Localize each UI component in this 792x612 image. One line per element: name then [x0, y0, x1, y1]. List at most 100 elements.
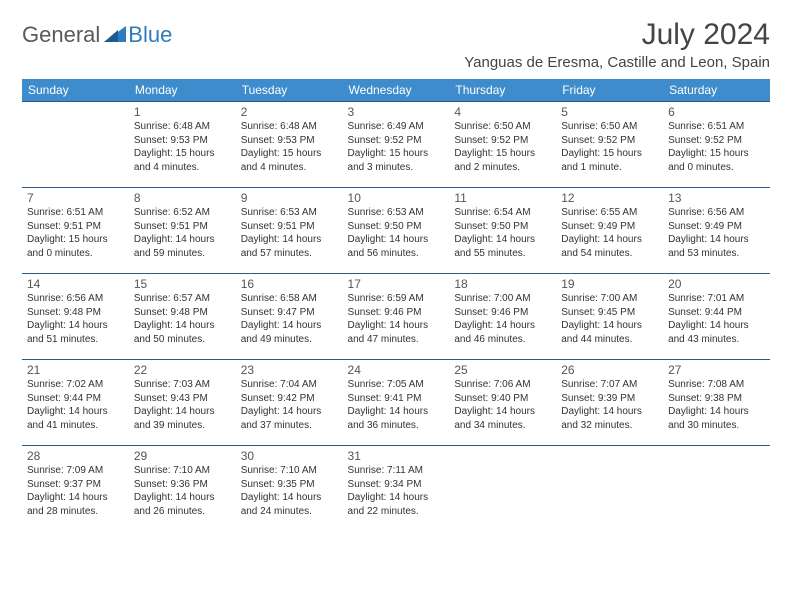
calendar-day-cell: 15Sunrise: 6:57 AMSunset: 9:48 PMDayligh…: [129, 274, 236, 360]
col-sunday: Sunday: [22, 79, 129, 102]
calendar-day-cell: 13Sunrise: 6:56 AMSunset: 9:49 PMDayligh…: [663, 188, 770, 274]
day-info: Sunrise: 6:53 AMSunset: 9:50 PMDaylight:…: [348, 206, 445, 260]
col-saturday: Saturday: [663, 79, 770, 102]
col-wednesday: Wednesday: [343, 79, 450, 102]
day-number: 18: [454, 277, 551, 291]
calendar-day-cell: 14Sunrise: 6:56 AMSunset: 9:48 PMDayligh…: [22, 274, 129, 360]
calendar-day-cell: 19Sunrise: 7:00 AMSunset: 9:45 PMDayligh…: [556, 274, 663, 360]
calendar-day-cell: 26Sunrise: 7:07 AMSunset: 9:39 PMDayligh…: [556, 360, 663, 446]
day-info: Sunrise: 6:54 AMSunset: 9:50 PMDaylight:…: [454, 206, 551, 260]
day-info: Sunrise: 7:02 AMSunset: 9:44 PMDaylight:…: [27, 378, 124, 432]
day-info: Sunrise: 7:04 AMSunset: 9:42 PMDaylight:…: [241, 378, 338, 432]
calendar-day-cell: 6Sunrise: 6:51 AMSunset: 9:52 PMDaylight…: [663, 102, 770, 188]
day-number: 28: [27, 449, 124, 463]
location-subtitle: Yanguas de Eresma, Castille and Leon, Sp…: [464, 54, 770, 71]
calendar-week-row: 28Sunrise: 7:09 AMSunset: 9:37 PMDayligh…: [22, 446, 770, 532]
calendar-day-cell: 23Sunrise: 7:04 AMSunset: 9:42 PMDayligh…: [236, 360, 343, 446]
calendar-day-cell: 9Sunrise: 6:53 AMSunset: 9:51 PMDaylight…: [236, 188, 343, 274]
calendar-day-cell: 16Sunrise: 6:58 AMSunset: 9:47 PMDayligh…: [236, 274, 343, 360]
calendar-day-cell: 8Sunrise: 6:52 AMSunset: 9:51 PMDaylight…: [129, 188, 236, 274]
calendar-day-cell: 28Sunrise: 7:09 AMSunset: 9:37 PMDayligh…: [22, 446, 129, 532]
day-number: 26: [561, 363, 658, 377]
day-info: Sunrise: 6:52 AMSunset: 9:51 PMDaylight:…: [134, 206, 231, 260]
calendar-day-cell: [663, 446, 770, 532]
day-info: Sunrise: 6:57 AMSunset: 9:48 PMDaylight:…: [134, 292, 231, 346]
calendar-table: Sunday Monday Tuesday Wednesday Thursday…: [22, 79, 770, 532]
calendar-day-cell: 31Sunrise: 7:11 AMSunset: 9:34 PMDayligh…: [343, 446, 450, 532]
calendar-week-row: 1Sunrise: 6:48 AMSunset: 9:53 PMDaylight…: [22, 102, 770, 188]
calendar-day-cell: 22Sunrise: 7:03 AMSunset: 9:43 PMDayligh…: [129, 360, 236, 446]
calendar-week-row: 14Sunrise: 6:56 AMSunset: 9:48 PMDayligh…: [22, 274, 770, 360]
day-info: Sunrise: 6:51 AMSunset: 9:51 PMDaylight:…: [27, 206, 124, 260]
day-number: 10: [348, 191, 445, 205]
day-number: 14: [27, 277, 124, 291]
day-number: 25: [454, 363, 551, 377]
day-number: 27: [668, 363, 765, 377]
day-number: 6: [668, 105, 765, 119]
day-info: Sunrise: 6:56 AMSunset: 9:49 PMDaylight:…: [668, 206, 765, 260]
calendar-day-cell: 21Sunrise: 7:02 AMSunset: 9:44 PMDayligh…: [22, 360, 129, 446]
day-info: Sunrise: 7:10 AMSunset: 9:36 PMDaylight:…: [134, 464, 231, 518]
col-friday: Friday: [556, 79, 663, 102]
calendar-week-row: 7Sunrise: 6:51 AMSunset: 9:51 PMDaylight…: [22, 188, 770, 274]
calendar-day-cell: [449, 446, 556, 532]
day-info: Sunrise: 6:48 AMSunset: 9:53 PMDaylight:…: [134, 120, 231, 174]
header: General Blue July 2024 Yanguas de Eresma…: [22, 18, 770, 71]
day-number: 1: [134, 105, 231, 119]
calendar-day-cell: 17Sunrise: 6:59 AMSunset: 9:46 PMDayligh…: [343, 274, 450, 360]
logo-text-general: General: [22, 22, 100, 48]
day-number: 31: [348, 449, 445, 463]
logo-text-blue: Blue: [128, 22, 172, 48]
day-info: Sunrise: 7:05 AMSunset: 9:41 PMDaylight:…: [348, 378, 445, 432]
day-number: 13: [668, 191, 765, 205]
day-number: 15: [134, 277, 231, 291]
day-number: 2: [241, 105, 338, 119]
day-number: 3: [348, 105, 445, 119]
day-number: 16: [241, 277, 338, 291]
day-number: 11: [454, 191, 551, 205]
day-info: Sunrise: 6:50 AMSunset: 9:52 PMDaylight:…: [561, 120, 658, 174]
calendar-day-cell: 29Sunrise: 7:10 AMSunset: 9:36 PMDayligh…: [129, 446, 236, 532]
logo-triangle-icon: [104, 24, 126, 47]
col-thursday: Thursday: [449, 79, 556, 102]
day-info: Sunrise: 7:11 AMSunset: 9:34 PMDaylight:…: [348, 464, 445, 518]
calendar-day-cell: 4Sunrise: 6:50 AMSunset: 9:52 PMDaylight…: [449, 102, 556, 188]
day-number: 19: [561, 277, 658, 291]
day-number: 5: [561, 105, 658, 119]
day-number: 12: [561, 191, 658, 205]
calendar-day-cell: 20Sunrise: 7:01 AMSunset: 9:44 PMDayligh…: [663, 274, 770, 360]
day-info: Sunrise: 7:08 AMSunset: 9:38 PMDaylight:…: [668, 378, 765, 432]
day-info: Sunrise: 6:58 AMSunset: 9:47 PMDaylight:…: [241, 292, 338, 346]
calendar-day-cell: 10Sunrise: 6:53 AMSunset: 9:50 PMDayligh…: [343, 188, 450, 274]
day-number: 17: [348, 277, 445, 291]
logo: General Blue: [22, 18, 172, 48]
calendar-day-cell: 24Sunrise: 7:05 AMSunset: 9:41 PMDayligh…: [343, 360, 450, 446]
calendar-day-cell: 3Sunrise: 6:49 AMSunset: 9:52 PMDaylight…: [343, 102, 450, 188]
day-number: 23: [241, 363, 338, 377]
calendar-day-cell: 11Sunrise: 6:54 AMSunset: 9:50 PMDayligh…: [449, 188, 556, 274]
day-info: Sunrise: 7:07 AMSunset: 9:39 PMDaylight:…: [561, 378, 658, 432]
day-number: 20: [668, 277, 765, 291]
day-info: Sunrise: 6:53 AMSunset: 9:51 PMDaylight:…: [241, 206, 338, 260]
day-info: Sunrise: 7:06 AMSunset: 9:40 PMDaylight:…: [454, 378, 551, 432]
calendar-day-cell: [22, 102, 129, 188]
calendar-day-cell: [556, 446, 663, 532]
day-info: Sunrise: 7:03 AMSunset: 9:43 PMDaylight:…: [134, 378, 231, 432]
page-title: July 2024: [464, 18, 770, 52]
day-number: 21: [27, 363, 124, 377]
day-info: Sunrise: 6:51 AMSunset: 9:52 PMDaylight:…: [668, 120, 765, 174]
day-number: 24: [348, 363, 445, 377]
day-info: Sunrise: 6:56 AMSunset: 9:48 PMDaylight:…: [27, 292, 124, 346]
calendar-day-cell: 7Sunrise: 6:51 AMSunset: 9:51 PMDaylight…: [22, 188, 129, 274]
day-number: 22: [134, 363, 231, 377]
day-number: 7: [27, 191, 124, 205]
day-info: Sunrise: 7:01 AMSunset: 9:44 PMDaylight:…: [668, 292, 765, 346]
day-number: 8: [134, 191, 231, 205]
day-info: Sunrise: 6:55 AMSunset: 9:49 PMDaylight:…: [561, 206, 658, 260]
calendar-week-row: 21Sunrise: 7:02 AMSunset: 9:44 PMDayligh…: [22, 360, 770, 446]
day-info: Sunrise: 7:00 AMSunset: 9:45 PMDaylight:…: [561, 292, 658, 346]
day-info: Sunrise: 6:49 AMSunset: 9:52 PMDaylight:…: [348, 120, 445, 174]
day-number: 4: [454, 105, 551, 119]
col-tuesday: Tuesday: [236, 79, 343, 102]
day-info: Sunrise: 6:50 AMSunset: 9:52 PMDaylight:…: [454, 120, 551, 174]
